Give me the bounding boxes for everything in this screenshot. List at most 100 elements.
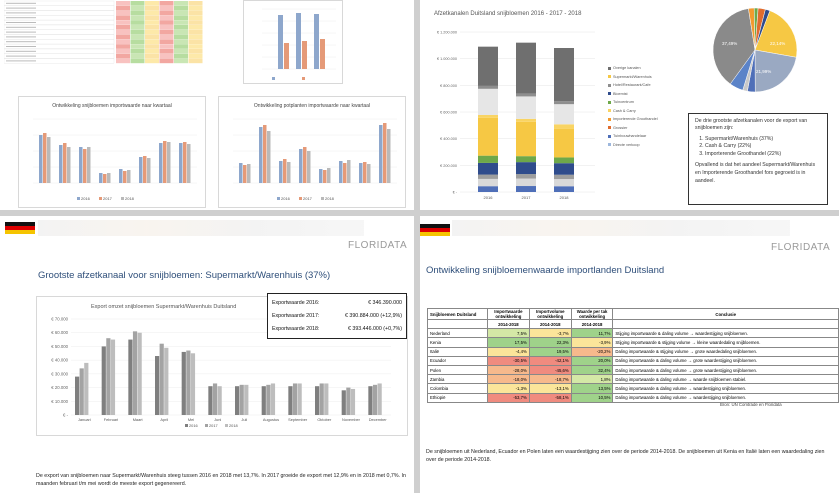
heatmap-cell — [116, 10, 130, 16]
heatmap-cell — [116, 58, 130, 64]
table-cell: -13,1% — [528, 383, 572, 394]
y-tick-label: € 200.000 — [440, 164, 457, 168]
stacked-segment — [554, 101, 574, 105]
export-bar — [106, 338, 111, 415]
header-photo-strip — [452, 220, 790, 236]
pie-slice — [754, 10, 798, 58]
export-value-amount: € 393.446.000 (+0,7%) — [347, 326, 402, 332]
legend-item: Tuincentrum — [608, 98, 680, 107]
table-cell: -58,1% — [528, 392, 572, 403]
month-label: September — [288, 417, 308, 422]
heatmap-cell — [116, 53, 130, 59]
month-label: Februari — [104, 417, 119, 422]
heatmap-cell — [174, 39, 188, 44]
heatmap-cell — [174, 15, 188, 20]
table-cell: Ecuador — [427, 355, 488, 366]
pie-slice — [754, 49, 797, 93]
heatmap-cell — [130, 39, 145, 44]
table-row-label-cell — [3, 24, 115, 30]
quarter-bar — [323, 170, 327, 183]
quarter-bar — [179, 143, 183, 183]
export-bar — [79, 368, 84, 415]
table-row-label-mark — [6, 26, 36, 28]
heatmap-cell — [159, 34, 174, 40]
heatmap-cell — [145, 25, 159, 30]
export-value-row: Exportwaarde 2017: € 390.884.000 (+12,9%) — [272, 310, 402, 323]
heatmap-cell — [130, 25, 145, 30]
export-bar — [288, 386, 293, 415]
pie-chart: 37,49% 22,14% 21,99% — [712, 7, 798, 93]
heatmap-cell — [116, 5, 130, 11]
legend-label: Importerende Groothandel — [613, 117, 658, 122]
stacked-segment — [554, 48, 574, 102]
quarter-bar — [339, 161, 343, 183]
y-tick-label: € 1.000.000 — [437, 57, 457, 61]
stacked-legend: Overige kanalen Supermarkt/Warenhuis Hotel… — [608, 64, 680, 149]
stacked-segment — [478, 114, 498, 118]
export-bar — [164, 347, 169, 415]
stacked-chart-title: Afzetkanalen Duitsland snijbloemen 2016 … — [434, 11, 582, 17]
heatmap-cell — [159, 29, 174, 35]
quarter-bar — [279, 161, 283, 183]
heatmap-cell — [116, 25, 130, 30]
stacked-segment — [516, 42, 536, 94]
table-cell: -30,5% — [486, 355, 530, 366]
table-cell: 19,5% — [528, 346, 572, 357]
quarter-bar — [387, 129, 391, 183]
table-cell: Polen — [427, 364, 488, 376]
export-bar — [235, 386, 240, 415]
legend-swatch — [608, 83, 611, 87]
quarter-bar — [47, 137, 51, 183]
stacked-segment — [554, 179, 574, 187]
table-row: Nederland 7,5% -3,7% 11,7% Stijging importwa… — [427, 328, 839, 339]
table-cell: Colombia — [427, 383, 488, 394]
slide-title: Ontwikkeling snijbloemenwaarde importlan… — [426, 265, 665, 276]
legend-swatch — [185, 424, 188, 427]
table-row-label-mark — [6, 2, 36, 4]
heatmap-cell — [159, 53, 174, 59]
table-row-label-cell — [3, 58, 115, 64]
table-cell: -28,0% — [486, 364, 530, 376]
heatmap-cell — [145, 1, 159, 6]
table-row-label-mark — [6, 41, 36, 43]
table-row-label-mark — [6, 22, 36, 23]
quarter-bar — [147, 158, 151, 183]
export-bar — [181, 351, 186, 415]
quarter-bar — [167, 142, 171, 183]
export-bar — [372, 384, 378, 415]
export-bar — [84, 362, 89, 415]
export-bar — [159, 343, 164, 415]
quarter-bar — [139, 157, 143, 183]
heatmap-cell — [130, 44, 145, 49]
heatmap-cell — [188, 58, 203, 64]
legend-label: 2018 — [125, 196, 135, 201]
table-cell: Daling importwaarde & stijging volume → … — [612, 346, 839, 357]
legend-label: 2018 — [325, 196, 335, 201]
y-tick-label: € 60.000 — [51, 330, 68, 335]
export-bar — [270, 383, 276, 415]
heatmap-cell — [174, 29, 188, 35]
floridata-logo: FLORIDATA — [348, 240, 408, 251]
export-bar — [186, 350, 191, 415]
small-bar — [278, 15, 283, 69]
heatmap-cell — [188, 39, 203, 44]
table-cell: -53,7% — [486, 392, 530, 403]
month-label: Maart — [133, 417, 144, 422]
y-tick-label: € 40.000 — [51, 358, 68, 363]
table-row-label-cell — [3, 10, 115, 16]
heatmap-cell — [116, 49, 130, 54]
legend-label: 2016 — [189, 423, 198, 428]
table-row-label-cell — [3, 48, 115, 54]
table-cell: Daling importwaarde & daling volume → wa… — [612, 383, 839, 394]
heatmap-cell — [174, 10, 188, 16]
table-row: Zambia -18,0% -18,7% 1,8% Daling importwaard… — [427, 374, 839, 385]
export-bar — [217, 386, 222, 415]
stacked-chart-svg: € 1.200.000 € 1.000.000 € 800.000 € 600.000… — [437, 31, 595, 200]
stacked-segment — [516, 93, 536, 97]
legend-swatch — [99, 197, 102, 200]
table-cell: -18,0% — [486, 374, 530, 385]
quarter-bar — [127, 170, 131, 183]
heatmap-cell — [174, 5, 188, 11]
export-bar — [377, 383, 382, 415]
table-cell: 32,4% — [570, 364, 614, 376]
